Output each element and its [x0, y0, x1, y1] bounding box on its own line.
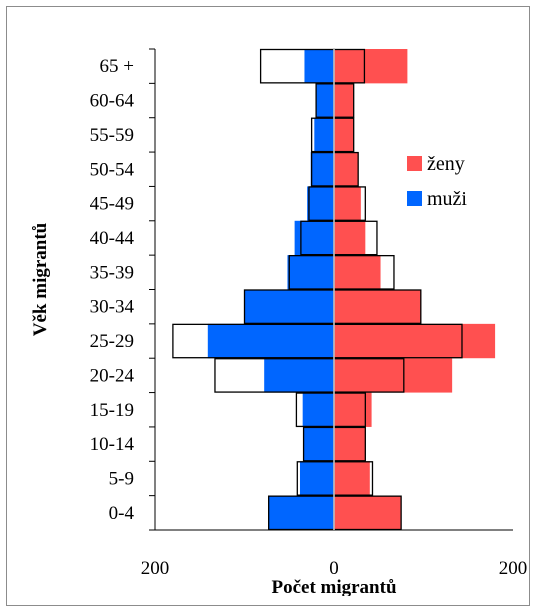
y-tick-labels: 0-4 5-9 10-14 15-19 20-24 25-29 30-34 35-39 40-4… [90, 56, 135, 524]
bar-ženy-60-64 [334, 83, 354, 118]
x-tick-label: 200 [499, 558, 528, 579]
x-axis-title: Počet migrantů [271, 577, 396, 596]
y-tick-label: 10-14 [90, 434, 135, 455]
bar-ženy-5-9 [334, 461, 370, 496]
legend-label-muži: muži [427, 188, 467, 210]
bar-ženy-10-14 [334, 426, 366, 462]
bar-ženy-30-34 [334, 289, 421, 324]
bar-muži-0-4 [268, 495, 334, 530]
y-tick-label: 40-44 [90, 228, 135, 249]
y-tick-label: 25-29 [90, 331, 134, 352]
y-tick-label: 20-24 [90, 365, 135, 386]
y-tick-label: 5-9 [109, 468, 134, 489]
bar-muži-50-54 [310, 152, 334, 187]
bar-muži-30-34 [244, 289, 334, 324]
x-tick-label: 200 [141, 558, 170, 579]
bar-ženy-20-24 [334, 358, 453, 393]
y-tick-label: 45-49 [90, 194, 134, 215]
y-tick-label: 65 + [100, 56, 134, 77]
bar-muži-60-64 [316, 83, 334, 118]
bar-muži-25-29 [207, 323, 334, 359]
bar-muži-35-39 [287, 255, 334, 290]
bar-muži-10-14 [303, 426, 334, 462]
bar-ženy-55-59 [334, 117, 354, 153]
bar-ženy-65 + [334, 49, 408, 84]
bar-ženy-45-49 [334, 186, 361, 221]
y-tick-label: 50-54 [90, 159, 135, 180]
legend-swatch-ženy [407, 156, 422, 171]
bar-ženy-35-39 [334, 255, 381, 290]
bars-layer [207, 49, 496, 530]
bar-ženy-40-44 [334, 220, 366, 256]
x-tick-label: 0 [329, 558, 339, 579]
bar-muži-45-49 [307, 186, 334, 221]
y-tick-label: 55-59 [90, 125, 134, 146]
y-tick-label: 15-19 [90, 400, 134, 421]
bar-ženy-50-54 [334, 152, 359, 187]
population-pyramid-chart: 0-4 5-9 10-14 15-19 20-24 25-29 30-34 35-39 40-4… [30, 48, 528, 596]
y-tick-label: 35-39 [90, 262, 134, 283]
legend-swatch-muži [407, 191, 422, 206]
bar-muži-5-9 [299, 461, 334, 496]
bar-ženy-25-29 [334, 323, 496, 359]
legend-label-ženy: ženy [427, 153, 465, 175]
bar-ženy-0-4 [334, 495, 402, 530]
bar-muži-55-59 [314, 117, 334, 153]
y-tick-label: 0-4 [109, 503, 135, 524]
x-tick-labels: 200 0 200 [141, 558, 528, 579]
axis-layer [149, 48, 513, 531]
y-tick-label: 60-64 [90, 91, 135, 112]
y-tick-label: 30-34 [90, 297, 135, 318]
bar-muži-15-19 [302, 392, 334, 427]
y-axis-title: Věk migrantů [30, 222, 51, 336]
legend: ženy muži [407, 153, 467, 210]
bar-muži-20-24 [264, 358, 334, 393]
bar-muži-65 + [304, 49, 334, 84]
chart-frame: 0-4 5-9 10-14 15-19 20-24 25-29 30-34 35-39 40-4… [6, 6, 530, 606]
